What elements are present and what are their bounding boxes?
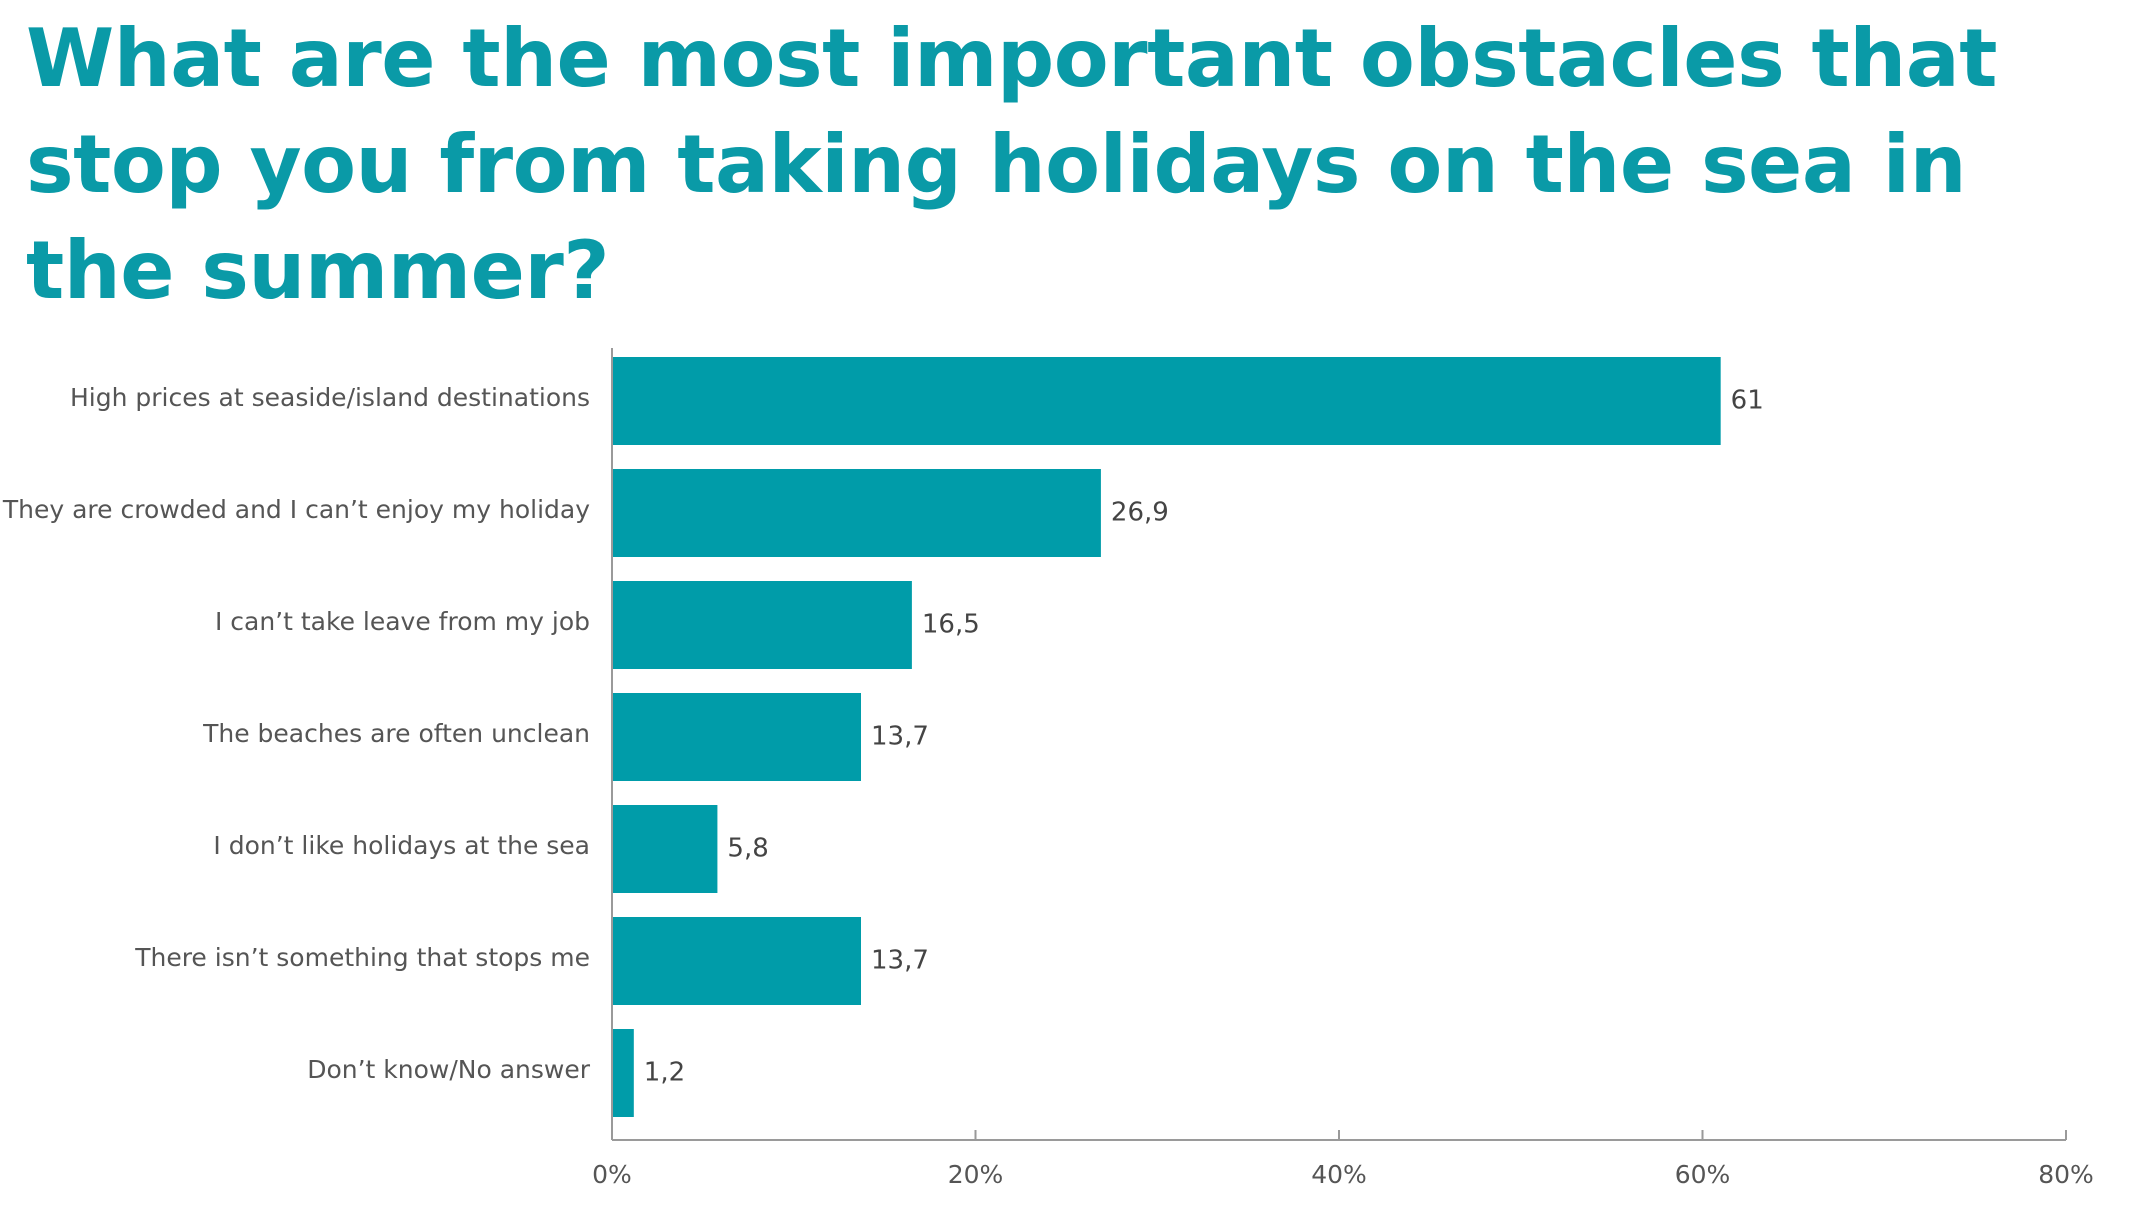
value-label: 16,5 xyxy=(922,610,980,640)
value-label: 26,9 xyxy=(1111,498,1169,528)
category-label: They are crowded and I can’t enjoy my ho… xyxy=(2,495,590,524)
category-label: High prices at seaside/island destinatio… xyxy=(70,383,590,412)
x-tick-label: 60% xyxy=(1675,1160,1731,1189)
bar xyxy=(613,917,861,1005)
value-label: 13,7 xyxy=(871,722,929,752)
bar xyxy=(613,1029,634,1117)
bars xyxy=(613,357,1721,1117)
value-labels: 61 26,9 16,5 13,7 5,8 13,7 1,2 xyxy=(644,386,1764,1088)
x-tick-label: 80% xyxy=(2038,1160,2094,1189)
value-label: 13,7 xyxy=(871,946,929,976)
bar xyxy=(613,469,1101,557)
value-label: 61 xyxy=(1731,386,1764,416)
x-tick-label: 40% xyxy=(1311,1160,1367,1189)
category-labels: High prices at seaside/island destinatio… xyxy=(2,383,591,1084)
value-label: 5,8 xyxy=(727,834,768,864)
category-label: Don’t know/No answer xyxy=(307,1055,591,1084)
category-label: I don’t like holidays at the sea xyxy=(213,831,590,860)
category-label: The beaches are often unclean xyxy=(202,719,590,748)
bar xyxy=(613,357,1721,445)
x-tick-label: 0% xyxy=(592,1160,632,1189)
bar xyxy=(613,805,718,893)
bar xyxy=(613,693,861,781)
value-label: 1,2 xyxy=(644,1058,685,1088)
chart-title: What are the most important obstacles th… xyxy=(26,12,1997,317)
axes: 0% 20% 40% 60% 80% xyxy=(592,348,2094,1189)
x-tick-label: 20% xyxy=(948,1160,1004,1189)
bar xyxy=(613,581,912,669)
category-label: There isn’t something that stops me xyxy=(134,943,590,972)
category-label: I can’t take leave from my job xyxy=(215,607,590,636)
